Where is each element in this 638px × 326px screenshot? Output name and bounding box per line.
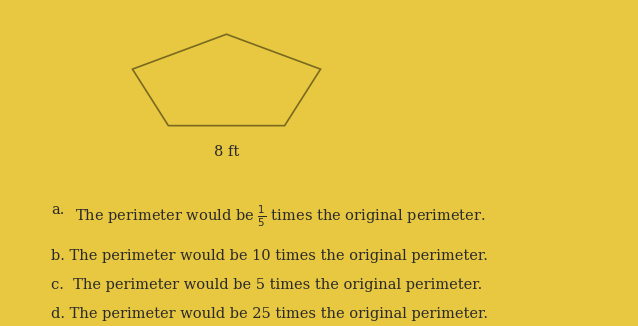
Text: 8 ft: 8 ft bbox=[214, 145, 239, 158]
Polygon shape bbox=[133, 34, 320, 126]
Text: b. The perimeter would be 10 times the original perimeter.: b. The perimeter would be 10 times the o… bbox=[51, 249, 488, 263]
Text: d. The perimeter would be 25 times the original perimeter.: d. The perimeter would be 25 times the o… bbox=[51, 307, 488, 320]
Text: The perimeter would be $\frac{1}{5}$ times the original perimeter.: The perimeter would be $\frac{1}{5}$ tim… bbox=[75, 204, 486, 230]
Text: c.  The perimeter would be 5 times the original perimeter.: c. The perimeter would be 5 times the or… bbox=[51, 278, 482, 292]
Text: a.: a. bbox=[51, 203, 64, 217]
